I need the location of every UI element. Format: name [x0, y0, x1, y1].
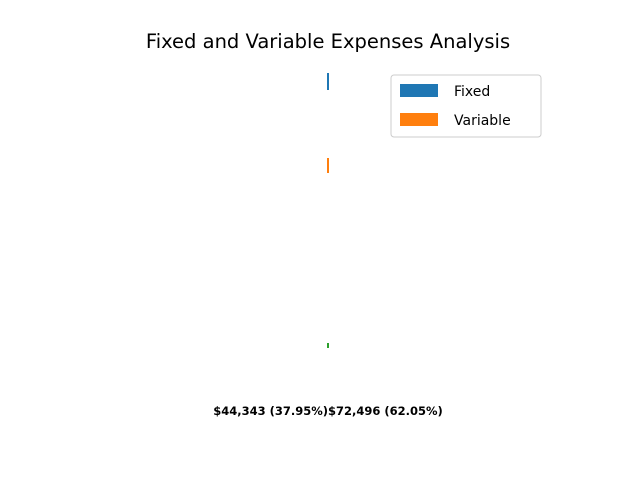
bar-fixed: [327, 73, 329, 90]
bar-extra: [327, 343, 329, 348]
legend-label-variable: Variable: [454, 113, 511, 129]
legend-label-fixed: Fixed: [454, 84, 490, 100]
bar-variable: [327, 158, 329, 173]
data-label-variable: $72,496 (62.05%): [328, 404, 443, 418]
legend-swatch-fixed: [400, 84, 438, 97]
chart-title: Fixed and Variable Expenses Analysis: [146, 30, 510, 53]
data-label-fixed: $44,343 (37.95%): [213, 404, 328, 418]
legend-swatch-variable: [400, 113, 438, 126]
chart-marks: [327, 73, 329, 348]
legend: Fixed Variable: [390, 74, 542, 138]
